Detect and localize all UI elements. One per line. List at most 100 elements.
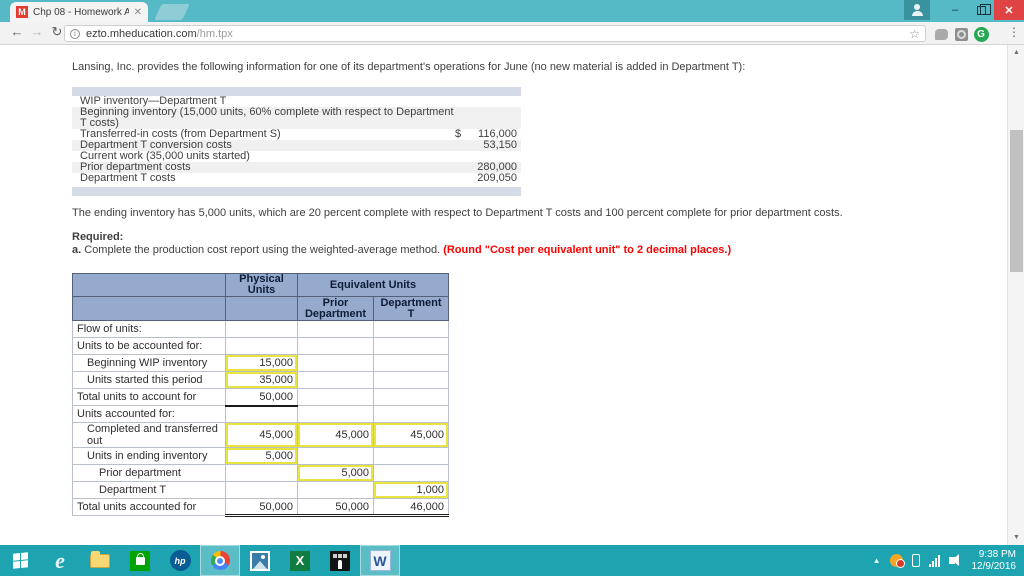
required-heading: Required: xyxy=(72,231,124,243)
extension-icon[interactable] xyxy=(933,26,949,42)
chrome-button[interactable] xyxy=(200,545,240,576)
production-cost-report-table: Physical Units Equivalent Units Prior De… xyxy=(72,273,449,517)
browser-toolbar: ← → ↻ i ezto.mheducation.com/hm.tpx ☆ G … xyxy=(0,22,1024,45)
excel-icon: X xyxy=(290,550,310,571)
chrome-icon xyxy=(210,551,230,570)
browser-tab-bar: M Chp 08 - Homework Assi ✕ – ✕ xyxy=(0,0,1024,22)
start-button[interactable] xyxy=(0,545,40,576)
col-header-department-t: Department T xyxy=(373,296,449,321)
input-completed-dept-t[interactable]: 45,000 xyxy=(373,422,449,448)
scroll-down-icon[interactable]: ▼ xyxy=(1013,534,1020,541)
input-completed-prior[interactable]: 45,000 xyxy=(297,422,374,448)
back-button[interactable]: ← xyxy=(10,24,24,39)
touch-app-button[interactable] xyxy=(320,545,360,576)
input-units-started-physical[interactable]: 35,000 xyxy=(225,371,298,389)
input-ending-department-t[interactable]: 1,000 xyxy=(373,481,449,499)
excel-button[interactable]: X xyxy=(280,545,320,576)
word-icon: W xyxy=(369,550,391,571)
scroll-up-icon[interactable]: ▲ xyxy=(1013,49,1020,56)
browser-tab[interactable]: M Chp 08 - Homework Assi ✕ xyxy=(10,2,148,22)
table-row: Flow of units: xyxy=(72,320,449,338)
antivirus-icon[interactable] xyxy=(889,554,905,568)
col-header-equivalent-units: Equivalent Units xyxy=(297,273,449,297)
windows-logo-icon xyxy=(12,552,28,569)
info-row: Beginning inventory (15,000 units, 60% c… xyxy=(72,107,521,129)
device-icon[interactable] xyxy=(911,554,920,567)
table-row: Prior department 5,000 xyxy=(72,464,449,482)
system-tray: ▲ 9:38 PM 12/9/2016 xyxy=(873,549,1024,573)
table-top-bar xyxy=(72,87,521,96)
page-content: Lansing, Inc. provides the following inf… xyxy=(0,45,1007,545)
word-button[interactable]: W xyxy=(360,545,400,576)
info-row: Department T conversion costs 53,150 xyxy=(72,140,521,151)
person-icon xyxy=(911,4,923,16)
header-row-2: Prior Department Department T xyxy=(72,296,449,321)
windows-taskbar: e hp X W ▲ 9:38 PM 12/9/2016 xyxy=(0,545,1024,576)
internet-explorer-button[interactable]: e xyxy=(40,545,80,576)
store-icon xyxy=(130,550,150,571)
page-info-icon[interactable]: i xyxy=(70,28,80,39)
clock-time: 9:38 PM xyxy=(978,548,1016,560)
restore-icon xyxy=(976,3,991,15)
scrollbar-thumb[interactable] xyxy=(1010,130,1023,272)
extension-lens-icon[interactable] xyxy=(953,26,969,42)
extension-blob-icon xyxy=(934,28,948,40)
info-row: WIP inventory—Department T xyxy=(80,95,227,107)
total-accounted-physical: 50,000 xyxy=(225,498,298,517)
file-explorer-button[interactable] xyxy=(80,545,120,576)
refresh-button[interactable]: ↻ xyxy=(51,24,63,39)
grammarly-extension-icon[interactable]: G xyxy=(973,26,989,42)
info-row: Department T costs 209,050 xyxy=(80,172,517,184)
table-row: Units accounted for: xyxy=(72,405,449,423)
col-header-prior-department: Prior Department xyxy=(297,296,374,321)
requirement-a: a. Complete the production cost report u… xyxy=(72,244,732,256)
minimize-button[interactable]: – xyxy=(951,4,959,16)
requirement-a-prefix: a. xyxy=(72,244,82,256)
chrome-menu-icon[interactable]: ⋮ xyxy=(1008,25,1020,39)
total-units-to-account-for: 50,000 xyxy=(225,388,298,407)
close-button[interactable]: ✕ xyxy=(994,0,1024,20)
windows-store-button[interactable] xyxy=(120,545,160,576)
network-signal-icon[interactable] xyxy=(928,554,940,567)
table-row: Total units accounted for 50,000 50,000 … xyxy=(72,498,449,517)
forward-button[interactable]: → xyxy=(30,24,44,39)
tab-favicon-icon: M xyxy=(16,6,28,18)
intro-text: Lansing, Inc. provides the following inf… xyxy=(72,61,746,73)
new-tab-button[interactable] xyxy=(154,4,190,20)
table-row: Units started this period 35,000 xyxy=(72,371,449,389)
total-accounted-dept-t: 46,000 xyxy=(373,498,449,517)
folder-icon xyxy=(90,550,110,568)
show-hidden-icons-button[interactable]: ▲ xyxy=(872,556,881,565)
volume-icon[interactable] xyxy=(948,554,959,566)
tab-title: Chp 08 - Homework Assi xyxy=(33,6,129,18)
info-row: Transferred-in costs (from Department S)… xyxy=(80,128,517,140)
total-accounted-prior: 50,000 xyxy=(297,498,374,517)
vertical-scrollbar[interactable]: ▲ ▼ xyxy=(1007,45,1024,545)
restore-button[interactable] xyxy=(968,0,994,20)
input-completed-physical[interactable]: 45,000 xyxy=(225,422,298,448)
info-row: Prior department costs 280,000 xyxy=(72,162,521,173)
input-ending-inventory-physical[interactable]: 5,000 xyxy=(225,447,298,465)
photos-button[interactable] xyxy=(240,545,280,576)
clock-date: 12/9/2016 xyxy=(971,560,1017,572)
lens-icon xyxy=(954,27,968,41)
bookmark-star-icon[interactable]: ☆ xyxy=(909,26,920,41)
ending-inventory-note: The ending inventory has 5,000 units, wh… xyxy=(72,207,843,219)
hp-icon: hp xyxy=(169,550,191,571)
info-row: Current work (35,000 units started) xyxy=(80,150,250,162)
input-ending-prior-department[interactable]: 5,000 xyxy=(297,464,374,482)
tab-close-icon[interactable]: ✕ xyxy=(133,6,142,18)
table-row: Beginning WIP inventory 15,000 xyxy=(72,354,449,372)
hp-button[interactable]: hp xyxy=(160,545,200,576)
wip-info-table: WIP inventory—Department T Beginning inv… xyxy=(72,87,521,196)
grammarly-g-icon: G xyxy=(973,26,989,42)
address-bar[interactable]: i ezto.mheducation.com/hm.tpx ☆ xyxy=(64,25,926,42)
rounding-instruction: (Round "Cost per equivalent unit" to 2 d… xyxy=(443,244,732,256)
photos-icon xyxy=(250,550,270,571)
input-beginning-wip-physical[interactable]: 15,000 xyxy=(225,354,298,372)
ie-icon: e xyxy=(55,547,65,573)
profile-button[interactable] xyxy=(904,0,930,20)
table-row: Units in ending inventory 5,000 xyxy=(72,447,449,465)
url-text: ezto.mheducation.com/hm.tpx xyxy=(86,27,233,40)
taskbar-clock[interactable]: 9:38 PM 12/9/2016 xyxy=(968,549,1017,573)
